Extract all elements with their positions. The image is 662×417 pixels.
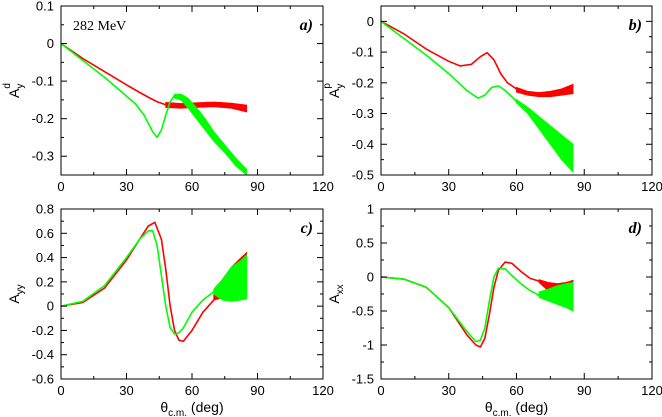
y-tick-label: -0.3 (352, 106, 374, 121)
green-curve (61, 42, 176, 139)
red-curve (61, 42, 167, 106)
green-band (516, 98, 574, 174)
x-tick-label: 0 (57, 383, 64, 398)
y-tick-label: 0.8 (36, 202, 54, 217)
red-band (165, 101, 248, 113)
panel-b: 0 30 60 90 120 0 -0.1 -0.2 -0.3 -0.4 -0.5 Ayp b) (322, 5, 662, 194)
y-tick-label: -0.1 (32, 74, 54, 89)
x-axis-label: θc.m. (deg) (485, 399, 548, 417)
y-tick-label: 0.6 (36, 226, 54, 241)
x-tick-label: 30 (442, 383, 456, 398)
panel-tag: d) (629, 220, 642, 237)
y-tick-label: 0.2 (36, 274, 54, 289)
green-curve (381, 267, 540, 343)
x-tick-label: 0 (57, 179, 64, 194)
y-tick-label: -0.2 (352, 75, 374, 90)
y-tick-label: 0 (367, 270, 374, 285)
y-axis-label: Ayp (322, 83, 346, 98)
red-curve (381, 261, 540, 348)
x-tick-label: 60 (509, 179, 523, 194)
y-tick-label: 0 (47, 299, 54, 314)
y-tick-label: -0.3 (32, 149, 54, 164)
y-tick-label: 0.1 (36, 0, 54, 14)
y-tick-label: -0.4 (32, 347, 54, 362)
x-tick-label: 30 (119, 383, 133, 398)
plot-frame (60, 208, 324, 380)
y-tick-label: -0.2 (32, 323, 54, 338)
x-tick-label: 30 (119, 179, 133, 194)
panel-d: 0 30 60 90 120 1 0.5 0 -0.5 -1 -1.5 Axx d) θc.m. (deg… (326, 202, 662, 417)
energy-annotation: 282 MeV (73, 19, 126, 34)
x-tick-label: 120 (312, 383, 334, 398)
green-curve (381, 20, 518, 102)
x-tick-label: 0 (377, 179, 384, 194)
y-tick-label: -0.5 (352, 168, 374, 183)
x-tick-label: 90 (577, 179, 591, 194)
y-axis-label: Ayy (6, 284, 26, 303)
red-band (516, 83, 574, 98)
green-band (174, 93, 248, 175)
y-axis-label: Axx (326, 284, 346, 303)
y-tick-label: 0.4 (36, 250, 54, 265)
y-tick-label: -1.5 (352, 372, 374, 387)
panel-c: 0 30 60 90 120 0.8 0.6 0.4 0.2 0 -0.2 -0.4 -0.6 Ayy c)… (6, 202, 334, 417)
x-tick-label: 60 (185, 383, 199, 398)
y-tick-label: -0.6 (32, 372, 54, 387)
x-axis-label: θc.m. (deg) (160, 399, 223, 417)
series-group (61, 42, 248, 175)
x-tick-label: 60 (509, 383, 523, 398)
red-curve (61, 221, 215, 343)
x-tick-label: 90 (250, 383, 264, 398)
x-tick-label: 90 (577, 383, 591, 398)
panel-tag: b) (629, 17, 642, 34)
y-axis-label: Ayd (2, 83, 26, 98)
plot-frame (380, 208, 653, 380)
y-tick-label: 0 (367, 14, 374, 29)
green-curve (61, 230, 215, 335)
y-tick-label: -0.4 (352, 137, 374, 152)
x-tick-label: 30 (442, 179, 456, 194)
x-tick-label: 60 (185, 179, 199, 194)
y-tick-label: 0.5 (356, 236, 374, 251)
panel-a: 0 30 60 90 120 0.1 0 -0.1 -0.2 -0.3 Ayd a) 282 MeV (2, 0, 334, 194)
x-tick-label: 90 (250, 179, 264, 194)
panel-tag: c) (301, 220, 313, 237)
series-group (381, 261, 574, 348)
green-band (538, 281, 574, 312)
red-curve (381, 20, 517, 90)
y-tick-label: -0.1 (352, 45, 374, 60)
y-tick-label: 1 (367, 202, 374, 217)
series-group (61, 221, 248, 343)
y-tick-label: -1 (362, 338, 374, 353)
green-band (213, 253, 248, 302)
panel-tag: a) (300, 17, 313, 34)
x-tick-label: 120 (312, 179, 334, 194)
series-group (381, 20, 574, 174)
y-tick-label: -0.5 (352, 304, 374, 319)
y-tick-label: -0.2 (32, 111, 54, 126)
x-tick-label: 120 (641, 383, 662, 398)
x-tick-label: 0 (377, 383, 384, 398)
y-tick-label: 0 (47, 36, 54, 51)
x-tick-label: 120 (641, 179, 662, 194)
